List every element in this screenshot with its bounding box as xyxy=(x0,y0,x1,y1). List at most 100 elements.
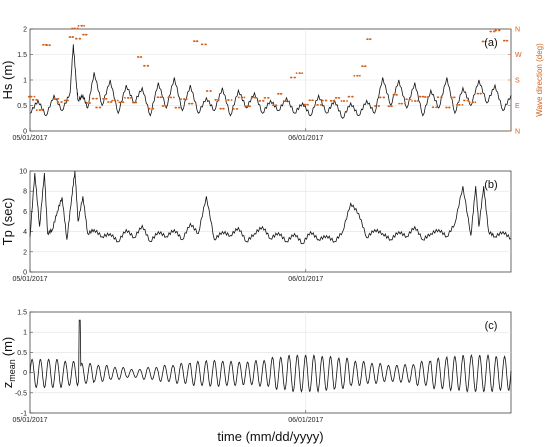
direction-point xyxy=(48,44,51,47)
direction-point xyxy=(282,100,285,103)
direction-point xyxy=(109,101,112,103)
direction-point xyxy=(78,37,81,40)
direction-point xyxy=(148,107,150,110)
direction-point xyxy=(107,101,109,103)
direction-point xyxy=(374,105,376,107)
direction-point xyxy=(172,96,175,99)
x-tick-label: 06/01/2017 xyxy=(288,276,323,283)
panel-c: -1-0.500.511.505/01/2017 06/01/2017(c)zme… xyxy=(0,310,512,444)
direction-point xyxy=(369,38,371,41)
direction-point xyxy=(156,96,159,99)
x-tick-label: 06/01/2017 xyxy=(288,135,323,142)
direction-point xyxy=(479,92,482,95)
direction-point xyxy=(492,30,495,33)
direction-point xyxy=(263,96,266,99)
direction-point xyxy=(27,95,30,98)
direction-point xyxy=(230,99,233,101)
y-tick-label: 4 xyxy=(23,229,27,236)
direction-point xyxy=(421,95,424,98)
direction-point xyxy=(453,96,455,99)
direction-point xyxy=(382,96,385,99)
direction-point xyxy=(193,40,195,43)
direction-point xyxy=(306,103,309,106)
direction-point xyxy=(484,40,487,43)
direction-point xyxy=(324,99,327,102)
direction-point xyxy=(258,99,261,102)
y-axis-label: zmean(m) xyxy=(0,337,17,389)
direction-point xyxy=(56,97,59,100)
right-tick-label: N xyxy=(515,27,520,34)
direction-point xyxy=(379,96,381,99)
direction-point xyxy=(334,96,337,99)
direction-point xyxy=(38,109,41,111)
direction-point xyxy=(395,93,398,96)
direction-point xyxy=(200,43,203,46)
direction-point xyxy=(413,100,416,102)
direction-point xyxy=(353,74,356,77)
direction-point xyxy=(161,105,164,107)
direction-point xyxy=(463,99,465,102)
direction-point xyxy=(450,96,453,99)
direction-point xyxy=(358,74,361,77)
panel-label: (a) xyxy=(484,37,497,49)
direction-point xyxy=(351,95,353,98)
direction-point xyxy=(71,27,73,30)
direction-point xyxy=(455,103,458,106)
direction-point xyxy=(68,36,71,38)
direction-point xyxy=(205,90,208,92)
direction-point xyxy=(104,97,107,100)
direction-point xyxy=(363,65,366,68)
direction-point xyxy=(121,101,124,104)
direction-point xyxy=(66,99,69,102)
direction-point xyxy=(301,72,304,75)
direction-point xyxy=(237,96,240,99)
direction-point xyxy=(440,96,443,99)
direction-point xyxy=(411,100,413,102)
direction-point xyxy=(73,27,76,30)
direction-point xyxy=(53,97,56,100)
direction-point xyxy=(45,44,48,47)
direction-point xyxy=(466,99,469,102)
y-tick-label: 6 xyxy=(23,209,27,216)
direction-point xyxy=(245,105,248,108)
direction-point xyxy=(209,90,212,92)
direction-point xyxy=(494,29,497,32)
right-axis-label: Wave direction (deg) xyxy=(535,43,544,117)
y-axis-label-unit: (m) xyxy=(0,337,15,357)
direction-point xyxy=(426,96,429,98)
direction-point xyxy=(83,24,86,27)
direction-point xyxy=(232,107,235,110)
panel-label: (c) xyxy=(485,320,498,332)
direction-point xyxy=(178,106,180,109)
direction-point xyxy=(227,99,230,101)
direction-point xyxy=(400,102,403,105)
direction-point xyxy=(497,29,500,32)
panel-label: (b) xyxy=(484,179,497,191)
y-tick-label: 10 xyxy=(19,169,27,176)
y-tick-label: 0 xyxy=(23,129,27,136)
panel-a: 0 0.5 1 1.5 2 05/01/2017 06/01/2017 N E S W N (a) Hs … xyxy=(0,24,544,142)
x-axis-label: time (mm/dd/yyyy) xyxy=(217,429,323,444)
direction-point xyxy=(88,102,91,104)
direction-point xyxy=(41,109,44,111)
direction-point xyxy=(356,74,358,77)
direction-point xyxy=(445,106,448,109)
direction-point xyxy=(219,107,222,110)
x-tick-label: 05/01/2017 xyxy=(12,276,47,283)
direction-point xyxy=(85,102,88,104)
direction-point xyxy=(267,96,269,99)
direction-point xyxy=(435,106,438,109)
direction-point xyxy=(337,96,340,99)
direction-point xyxy=(474,101,477,104)
direction-point xyxy=(423,96,426,98)
direction-point xyxy=(185,98,188,100)
direction-point xyxy=(505,39,508,42)
direction-point xyxy=(124,96,126,99)
direction-point xyxy=(195,40,198,43)
direction-point xyxy=(303,103,306,106)
direction-point xyxy=(489,30,492,33)
direction-point xyxy=(361,65,363,68)
direction-point xyxy=(111,99,114,102)
direction-point xyxy=(502,39,505,42)
direction-point xyxy=(98,106,101,109)
